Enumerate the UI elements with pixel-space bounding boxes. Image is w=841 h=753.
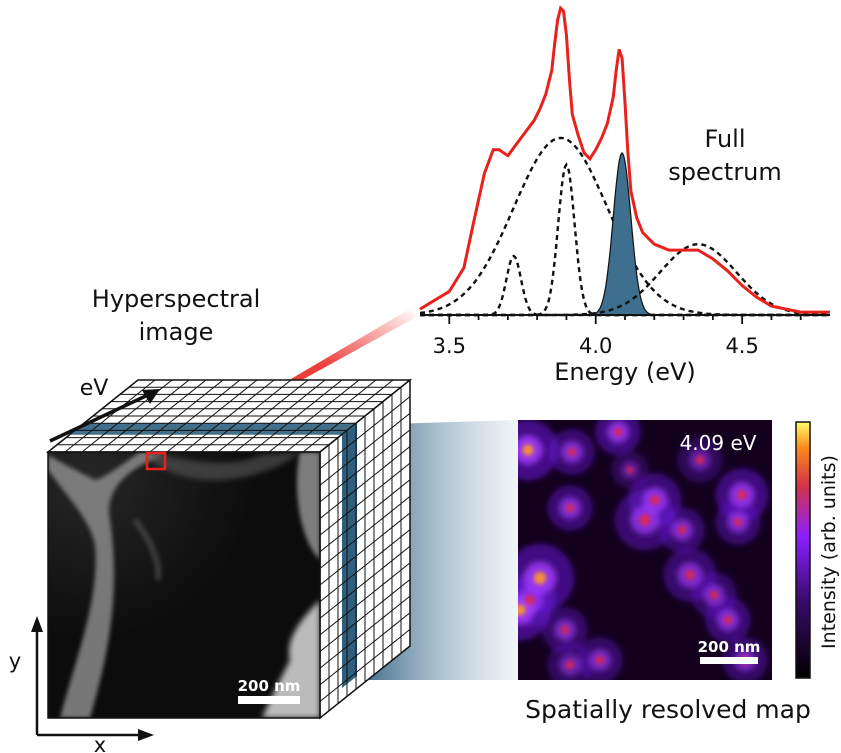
cube-grid-line <box>319 595 411 669</box>
map-scale-bar-label: 200 nm <box>698 638 761 656</box>
cube-front-face-border <box>47 451 321 719</box>
fit-component-5 <box>420 242 830 317</box>
cube-grid-line <box>319 545 411 619</box>
cube-grid-line <box>319 479 411 553</box>
cube-right-grid <box>319 379 411 719</box>
cube-grid-line <box>319 396 411 470</box>
cube-grid-line <box>319 645 411 719</box>
energy-axis-ticks: 3.5 4.0 4.5 <box>433 315 802 358</box>
cube-grid-line <box>319 495 411 569</box>
cube-grid-line <box>319 512 411 586</box>
cube-grid-line <box>319 412 411 486</box>
sem-scale-bar <box>238 696 300 704</box>
sem-scale-bar-label: 200 nm <box>238 677 301 695</box>
energy-tick-label: 4.5 <box>725 334 758 358</box>
energy-tick-label: 4.0 <box>579 334 612 358</box>
ev-axis-label: eV <box>80 376 109 401</box>
map-energy-label: 4.09 eV <box>680 431 757 455</box>
map-caption: Spatially resolved map <box>525 695 811 724</box>
cube-grid-line <box>319 628 411 702</box>
cube-grid-line <box>319 446 411 519</box>
colorbar-label: Intensity (arb. units) <box>818 455 840 649</box>
cube-grid-line <box>319 379 411 453</box>
full-spectrum-line <box>419 5 830 314</box>
cube-grid-line <box>319 579 411 652</box>
full-spectrum-label-line1: Full <box>704 125 745 153</box>
full-spectrum-label-line2: spectrum <box>668 158 782 186</box>
cube-grid-line <box>319 612 411 686</box>
map-hot-spots <box>518 427 750 670</box>
x-axis-label: x <box>94 733 106 753</box>
hyperspectral-label-line2: image <box>139 318 214 346</box>
cube-grid-line <box>319 462 411 536</box>
y-axis-label: y <box>9 649 21 673</box>
spectrum-plot: 3.5 4.0 4.5 Energy (eV) <box>419 5 830 386</box>
hyperspectral-label-line1: Hyperspectral <box>92 285 260 313</box>
ev-direction-arrow <box>49 389 160 443</box>
fit-component-4-highlight <box>593 151 651 316</box>
colorbar <box>795 421 811 679</box>
selected-pixel-marker <box>145 451 167 471</box>
spatial-axes <box>31 616 154 741</box>
cube-right-face-slice <box>342 422 357 688</box>
map-scale-bar <box>700 657 758 664</box>
energy-axis-label: Energy (eV) <box>554 358 696 386</box>
hyperspectral-cube: 200 nm <box>45 378 413 720</box>
intensity-map: 200 nm 4.09 eV <box>518 420 772 680</box>
cube-grid-line <box>319 562 411 636</box>
energy-tick-label: 3.5 <box>433 334 466 358</box>
sem-image <box>48 452 320 718</box>
cube-grid-line <box>319 429 411 503</box>
cube-grid-line <box>319 529 411 603</box>
